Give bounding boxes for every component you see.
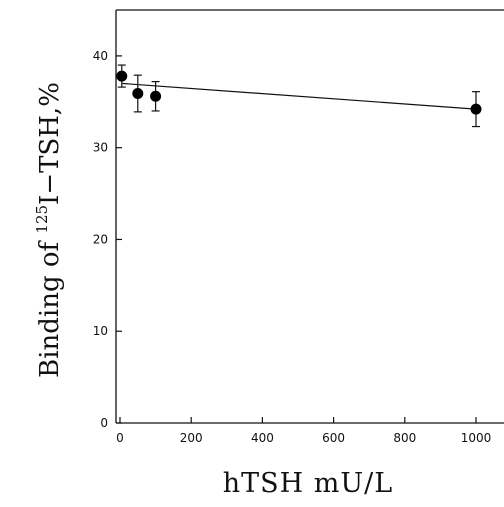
y-axis-label-superscript: 125: [33, 205, 51, 234]
fit-line: [121, 82, 477, 110]
y-axis-label-prefix: Binding of: [35, 234, 65, 378]
x-tick-label: 1000: [461, 431, 492, 445]
ticks: 0 200 400 600 800 1000 0 10 20 30 40: [93, 49, 492, 445]
x-tick-label: 800: [393, 431, 416, 445]
data-point: [470, 103, 482, 115]
y-axis-label: Binding of 125I−TSH,%: [33, 82, 65, 378]
svg-text:Binding of 125I−TSH,%: Binding of 125I−TSH,%: [33, 82, 65, 378]
x-tick-label: 400: [251, 431, 274, 445]
axes: [115, 9, 504, 424]
y-axis-label-main: I−TSH,%: [35, 82, 65, 205]
y-tick-label: 0: [100, 416, 108, 430]
y-tick-label: 20: [93, 232, 108, 246]
data-point: [116, 70, 128, 82]
x-tick-label: 200: [180, 431, 203, 445]
x-tick-label: 600: [322, 431, 345, 445]
x-axis-label: hTSH mU/L: [223, 468, 393, 499]
y-tick-label: 30: [93, 141, 108, 155]
data-point: [150, 90, 162, 102]
y-tick-label: 10: [93, 324, 108, 338]
data-layer: [116, 64, 482, 128]
y-tick-label: 40: [93, 49, 108, 63]
data-point: [132, 88, 144, 100]
x-tick-label: 0: [116, 431, 124, 445]
